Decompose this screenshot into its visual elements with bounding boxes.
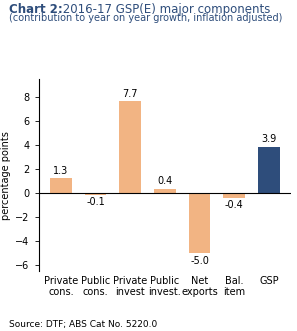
Text: Chart 2:: Chart 2: — [9, 3, 63, 16]
Bar — [50, 178, 72, 193]
Bar — [223, 193, 245, 198]
Text: 3.9: 3.9 — [261, 134, 277, 144]
Text: 7.7: 7.7 — [122, 89, 138, 99]
Text: 0.4: 0.4 — [157, 176, 173, 186]
Text: -0.1: -0.1 — [86, 197, 105, 207]
Text: -0.4: -0.4 — [225, 200, 244, 211]
Text: (contribution to year on year growth, inflation adjusted): (contribution to year on year growth, in… — [9, 13, 282, 23]
Text: -5.0: -5.0 — [190, 256, 209, 265]
Bar — [154, 189, 176, 193]
Bar — [119, 101, 141, 193]
Text: 1.3: 1.3 — [53, 166, 68, 176]
Bar — [189, 193, 210, 254]
Bar — [258, 147, 279, 193]
Bar — [85, 193, 106, 195]
Y-axis label: percentage points: percentage points — [1, 131, 11, 220]
Text: Source: DTF; ABS Cat No. 5220.0: Source: DTF; ABS Cat No. 5220.0 — [9, 320, 157, 329]
Text: 2016-17 GSP(E) major components: 2016-17 GSP(E) major components — [59, 3, 270, 16]
